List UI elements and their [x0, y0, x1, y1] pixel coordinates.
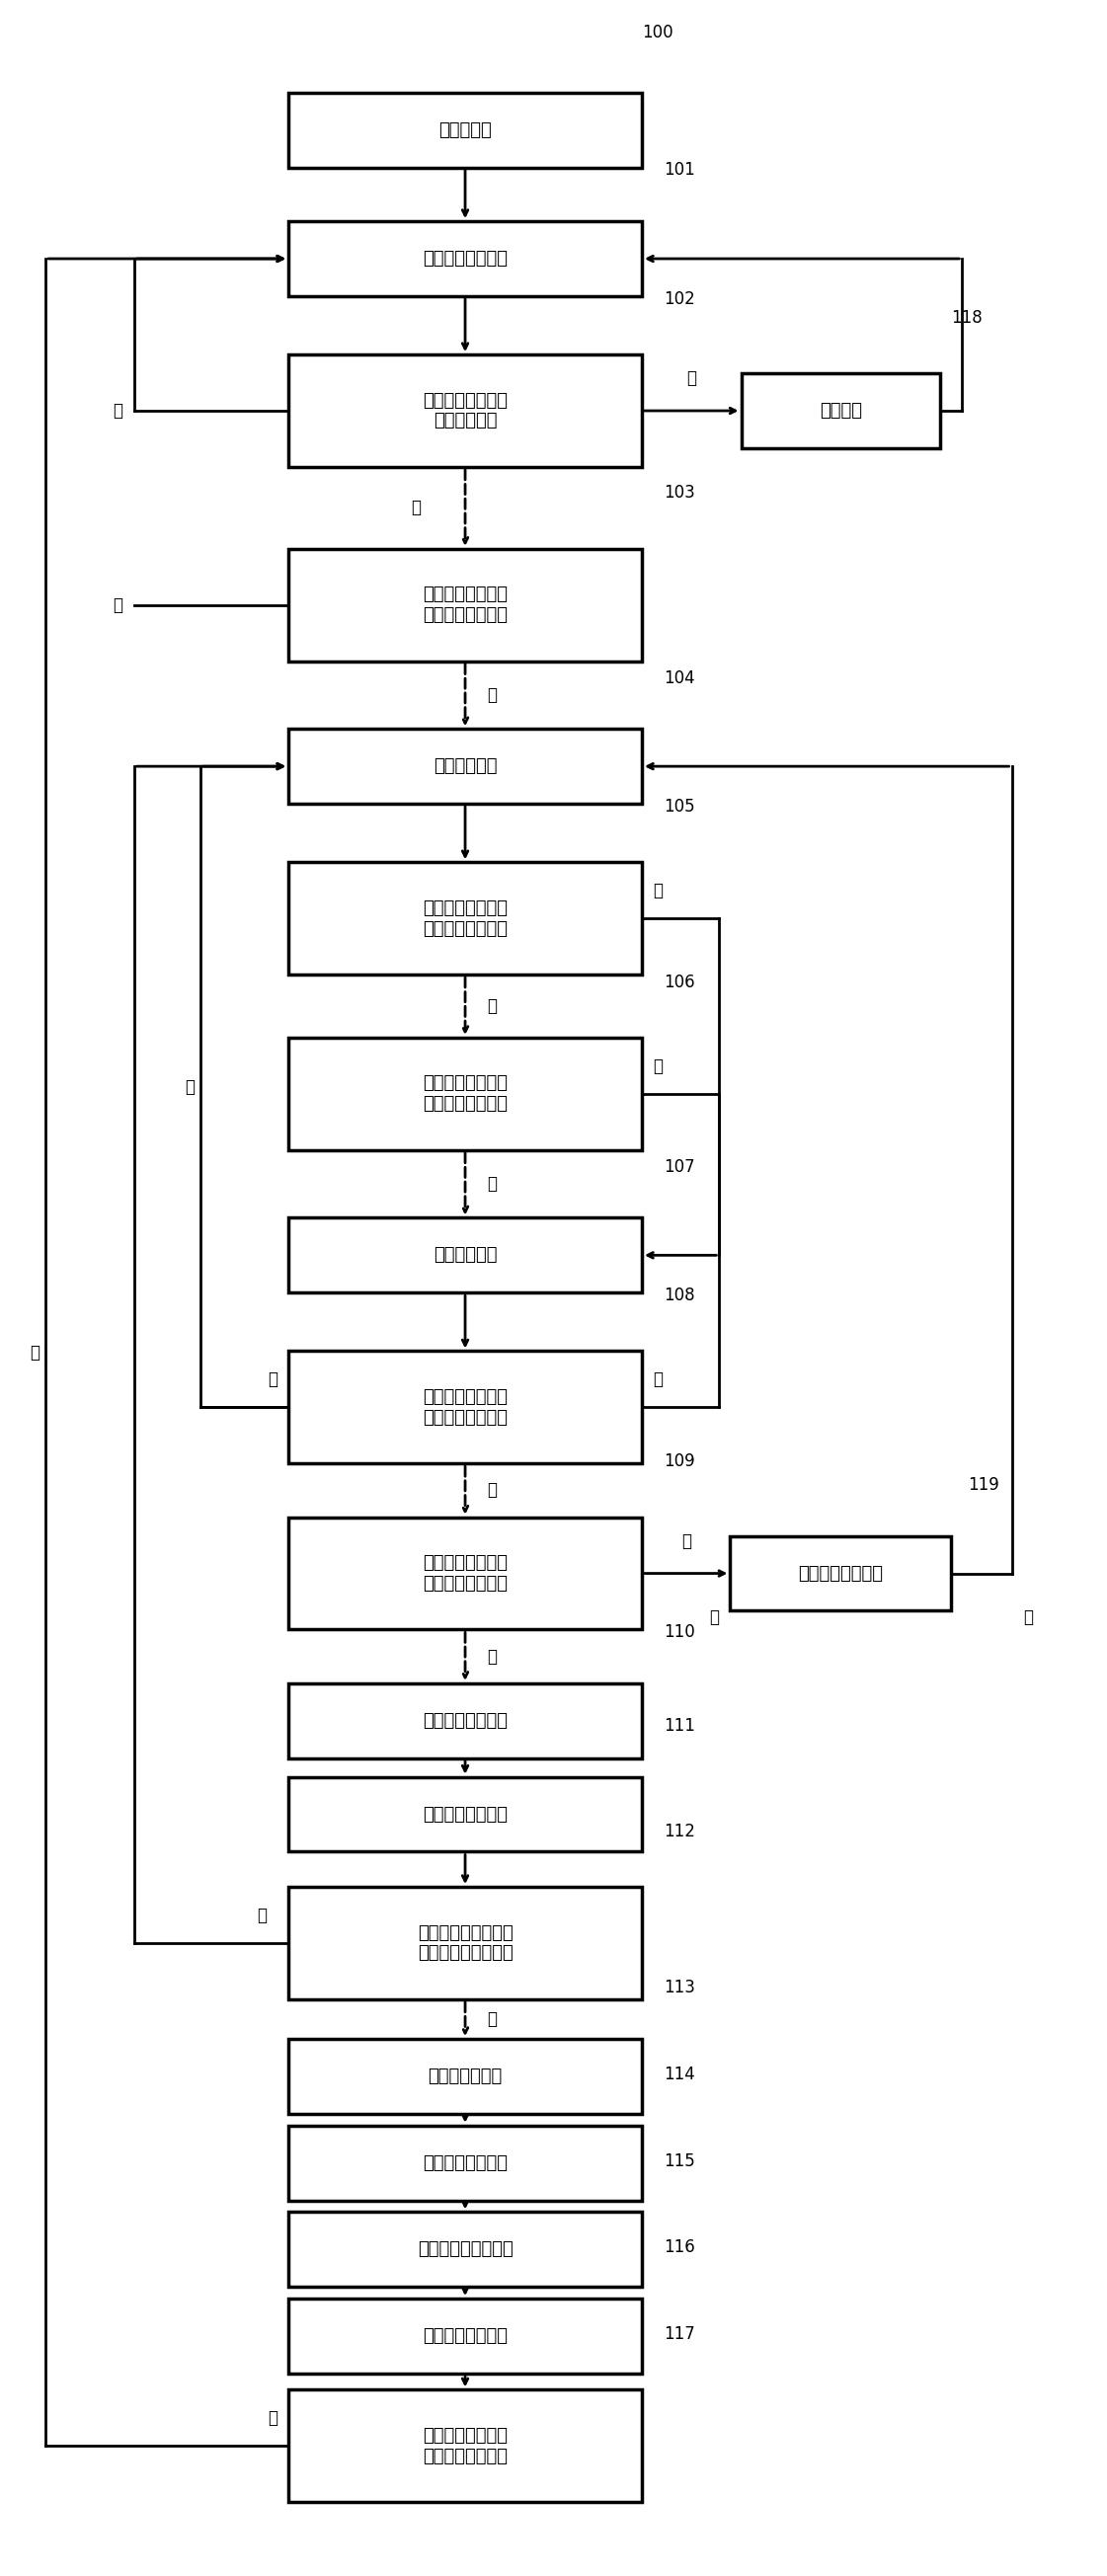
Text: 105: 105: [664, 799, 695, 817]
Text: 第二判断模块（是
否开始手绘规划）: 第二判断模块（是 否开始手绘规划）: [423, 585, 508, 623]
Text: 117: 117: [664, 2326, 695, 2344]
Text: 109: 109: [664, 1453, 695, 1471]
Text: 轨迹属性设置模块: 轨迹属性设置模块: [423, 1713, 508, 1728]
Text: 否: 否: [710, 1607, 720, 1625]
Text: 110: 110: [664, 1623, 695, 1641]
Bar: [289, 2125, 642, 2200]
Text: 是: 是: [487, 997, 497, 1015]
Text: 114: 114: [664, 2066, 695, 2084]
Text: 119: 119: [968, 1476, 999, 1494]
Text: 缓冲区道路查找模块: 缓冲区道路查找模块: [417, 2241, 513, 2259]
Text: 是: 是: [30, 1345, 40, 1360]
Text: 107: 107: [664, 1159, 695, 1175]
Text: 第四判断模块（是
否修改已绘轨迹）: 第四判断模块（是 否修改已绘轨迹）: [423, 1074, 508, 1113]
Text: 否: 否: [113, 402, 123, 420]
Bar: [289, 2298, 642, 2372]
Text: 导航模块: 导航模块: [819, 402, 862, 420]
Text: 否: 否: [113, 595, 123, 613]
Text: 手绘轨迹清除模块: 手绘轨迹清除模块: [798, 1564, 883, 1582]
Text: 否: 否: [185, 1077, 195, 1095]
Text: 道路权值调整模块: 道路权值调整模块: [423, 2326, 508, 2344]
Text: 100: 100: [642, 23, 673, 41]
Bar: [289, 222, 642, 296]
Text: 118: 118: [951, 309, 982, 327]
Text: 第八判断模块（是
否开始导航规划）: 第八判断模块（是 否开始导航规划）: [423, 2427, 508, 2465]
Text: 第三判断模块（是
否选中已绘轨迹）: 第三判断模块（是 否选中已绘轨迹）: [423, 899, 508, 938]
Text: 否: 否: [411, 500, 421, 518]
Text: 108: 108: [664, 1285, 695, 1303]
Text: 是: 是: [686, 368, 696, 386]
Bar: [289, 549, 642, 662]
Text: 屏幕感应模块: 屏幕感应模块: [433, 757, 497, 775]
Bar: [289, 2213, 642, 2287]
Text: 是: 是: [487, 2009, 497, 2027]
Bar: [731, 1535, 951, 1610]
Text: 否: 否: [1023, 1607, 1033, 1625]
Text: 第六判断模块（是
否保留当前轨迹）: 第六判断模块（是 否保留当前轨迹）: [423, 1553, 508, 1592]
Text: 否: 否: [681, 1533, 691, 1551]
Text: 初始化模块: 初始化模块: [438, 121, 492, 139]
Bar: [289, 355, 642, 466]
Text: 是: 是: [487, 1649, 497, 1664]
Bar: [289, 1352, 642, 1463]
Text: 116: 116: [664, 2239, 695, 2257]
Text: 101: 101: [664, 162, 695, 180]
Text: 地理坐标转换模块: 地理坐标转换模块: [423, 2154, 508, 2172]
Bar: [289, 863, 642, 974]
Text: 轨迹缓冲区模块: 轨迹缓冲区模块: [428, 2069, 503, 2084]
Text: 第一判断模块（是
否开始导航）: 第一判断模块（是 否开始导航）: [423, 392, 508, 430]
Text: 轨迹绘制模块: 轨迹绘制模块: [433, 1247, 497, 1265]
Text: 112: 112: [664, 1821, 695, 1839]
Bar: [289, 1038, 642, 1149]
Bar: [742, 374, 940, 448]
Bar: [289, 1886, 642, 1999]
Bar: [289, 2040, 642, 2115]
Text: 111: 111: [664, 1718, 695, 1734]
Text: 102: 102: [664, 291, 695, 307]
Text: 第七判断模块（所有
轨迹输入是否结束）: 第七判断模块（所有 轨迹输入是否结束）: [417, 1924, 513, 1963]
Bar: [289, 1777, 642, 1852]
Text: 是: 是: [487, 1481, 497, 1499]
Text: 113: 113: [664, 1978, 695, 1996]
Text: 106: 106: [664, 974, 695, 992]
Bar: [289, 2391, 642, 2501]
Bar: [289, 1682, 642, 1759]
Bar: [289, 93, 642, 167]
Bar: [289, 1517, 642, 1631]
Bar: [289, 1218, 642, 1293]
Text: 否: 否: [268, 1370, 278, 1388]
Text: 是: 是: [268, 2409, 278, 2427]
Text: 导航路径规划模块: 导航路径规划模块: [423, 250, 508, 268]
Text: 否: 否: [653, 1056, 663, 1074]
Text: 否: 否: [487, 1175, 497, 1193]
Text: 103: 103: [664, 484, 695, 502]
Text: 否: 否: [653, 881, 663, 899]
Text: 是: 是: [487, 685, 497, 703]
Text: 是: 是: [653, 1370, 663, 1388]
Text: 否: 否: [257, 1906, 267, 1924]
Text: 手绘轨迹存储模块: 手绘轨迹存储模块: [423, 1806, 508, 1824]
Text: 104: 104: [664, 670, 695, 688]
Bar: [289, 729, 642, 804]
Text: 第五判断模块（是
否完成轨迹绘制）: 第五判断模块（是 否完成轨迹绘制）: [423, 1388, 508, 1427]
Text: 115: 115: [664, 2151, 695, 2169]
